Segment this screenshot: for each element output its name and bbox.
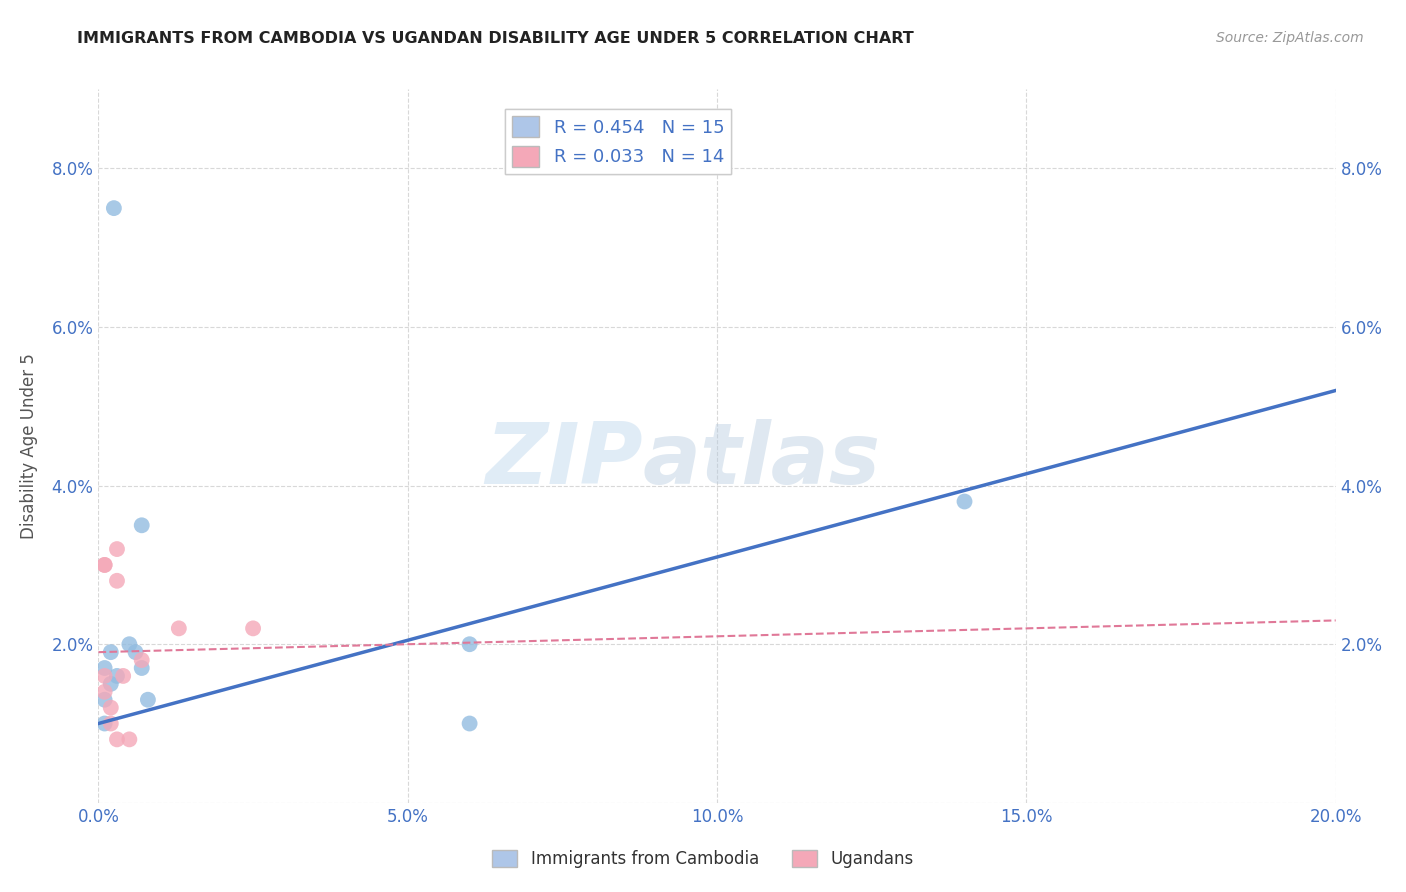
Point <box>118 732 141 747</box>
Point <box>458 637 481 651</box>
Point <box>131 661 153 675</box>
Point <box>131 518 153 533</box>
Point <box>118 637 141 651</box>
Point <box>105 574 128 588</box>
Point <box>93 661 115 675</box>
Legend: Immigrants from Cambodia, Ugandans: Immigrants from Cambodia, Ugandans <box>485 843 921 875</box>
Text: ZIP: ZIP <box>485 418 643 502</box>
Point <box>105 542 128 557</box>
Point <box>100 716 122 731</box>
Point <box>93 685 115 699</box>
Text: atlas: atlas <box>643 418 882 502</box>
Point <box>93 669 115 683</box>
Point <box>167 621 190 635</box>
Point <box>93 692 115 706</box>
Point <box>93 716 115 731</box>
Point <box>93 558 115 572</box>
Point <box>100 677 122 691</box>
Point <box>124 645 146 659</box>
Y-axis label: Disability Age Under 5: Disability Age Under 5 <box>20 353 38 539</box>
Text: IMMIGRANTS FROM CAMBODIA VS UGANDAN DISABILITY AGE UNDER 5 CORRELATION CHART: IMMIGRANTS FROM CAMBODIA VS UGANDAN DISA… <box>77 31 914 46</box>
Point <box>458 716 481 731</box>
Point <box>105 669 128 683</box>
Point <box>131 653 153 667</box>
Point <box>112 669 135 683</box>
Point <box>136 692 159 706</box>
Text: Source: ZipAtlas.com: Source: ZipAtlas.com <box>1216 31 1364 45</box>
Point <box>105 732 128 747</box>
Point <box>103 201 125 215</box>
Legend: R = 0.454   N = 15, R = 0.033   N = 14: R = 0.454 N = 15, R = 0.033 N = 14 <box>505 109 731 174</box>
Point <box>953 494 976 508</box>
Point <box>93 558 115 572</box>
Point <box>100 645 122 659</box>
Point <box>100 700 122 714</box>
Point <box>242 621 264 635</box>
